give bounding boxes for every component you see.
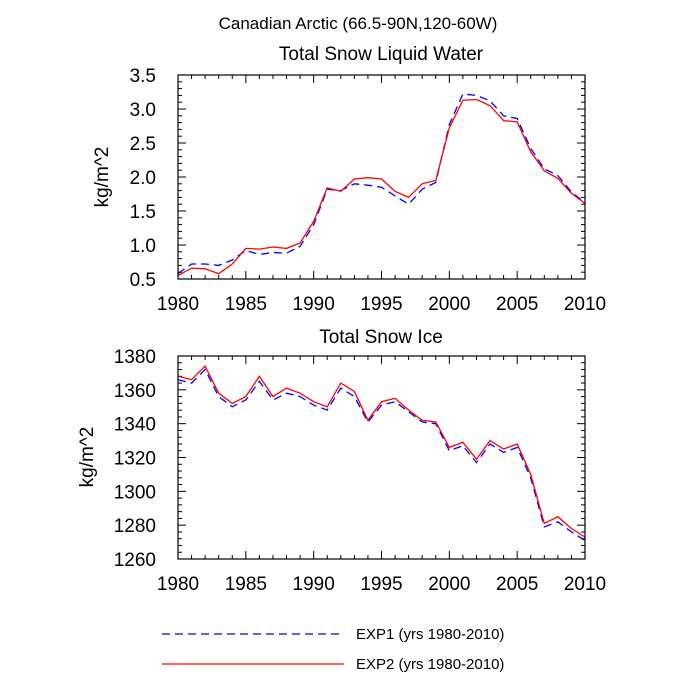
x-tick-label: 1995 <box>360 574 402 595</box>
chart-title-snow-ice: Total Snow Ice <box>319 327 443 348</box>
y-tick-label: 1340 <box>114 415 156 436</box>
chart-bottom: Total Snow Ice kg/m^2 1980 1985 1990 1995 20… <box>77 327 606 595</box>
y-tick-label: 2.0 <box>130 168 156 189</box>
y-tick-label: 2.5 <box>130 134 156 155</box>
y-tick-label: 1380 <box>114 347 156 368</box>
chart-title-snow-liquid-water: Total Snow Liquid Water <box>279 44 484 65</box>
x-tick-label: 2005 <box>496 294 538 315</box>
x-tick-label: 2005 <box>496 574 538 595</box>
series-line-exp1 <box>177 93 586 275</box>
y-axis-label: kg/m^2 <box>77 427 98 488</box>
y-axis-label: kg/m^2 <box>92 147 113 208</box>
x-tick-label: 2010 <box>564 294 606 315</box>
y-tick-label: 1.0 <box>130 236 156 257</box>
series-line-exp2 <box>177 98 586 277</box>
y-tick-label: 1.5 <box>130 202 156 223</box>
x-tick-label: 1980 <box>157 574 199 595</box>
chart-top: Total Snow Liquid Water kg/m^2 1980 1985 1… <box>92 44 606 315</box>
y-tick-label: 3.5 <box>130 66 156 87</box>
figure-title: Canadian Arctic (66.5-90N,120-60W) <box>219 14 498 33</box>
plot-frame <box>177 355 586 560</box>
plot-frame <box>177 74 586 280</box>
x-tick-label: 2000 <box>428 294 470 315</box>
x-tick-label: 2000 <box>428 574 470 595</box>
x-tick-label: 1990 <box>293 574 335 595</box>
x-tick-label: 1985 <box>225 294 267 315</box>
x-tick-label: 1990 <box>293 294 335 315</box>
y-tick-label: 1320 <box>114 449 156 470</box>
x-tick-label: 1995 <box>360 294 402 315</box>
series-line-exp2 <box>177 365 586 538</box>
x-tick-label: 1985 <box>225 574 267 595</box>
plot-area-snow-liquid-water: 1980 1985 1990 1995 2000 2005 2010 0.5 1.0 1.5 2.0… <box>130 66 607 315</box>
y-tick-label: 1360 <box>114 381 156 402</box>
y-tick-label: 0.5 <box>130 270 156 291</box>
series-line-exp1 <box>177 368 586 541</box>
y-tick-label: 1300 <box>114 482 156 503</box>
legend-label-exp2: EXP2 (yrs 1980-2010) <box>356 656 504 673</box>
y-tick-label: 1280 <box>114 516 156 537</box>
y-tick-label: 3.0 <box>130 100 156 121</box>
legend-label-exp1: EXP1 (yrs 1980-2010) <box>356 626 504 643</box>
x-tick-label: 1980 <box>157 294 199 315</box>
y-tick-label: 1260 <box>114 550 156 571</box>
x-tick-label: 2010 <box>564 574 606 595</box>
plot-area-snow-ice: 1980 1985 1990 1995 2000 2005 2010 1260 1280 1300… <box>114 347 606 595</box>
legend: EXP1 (yrs 1980-2010) EXP2 (yrs 1980-2010… <box>162 626 504 673</box>
